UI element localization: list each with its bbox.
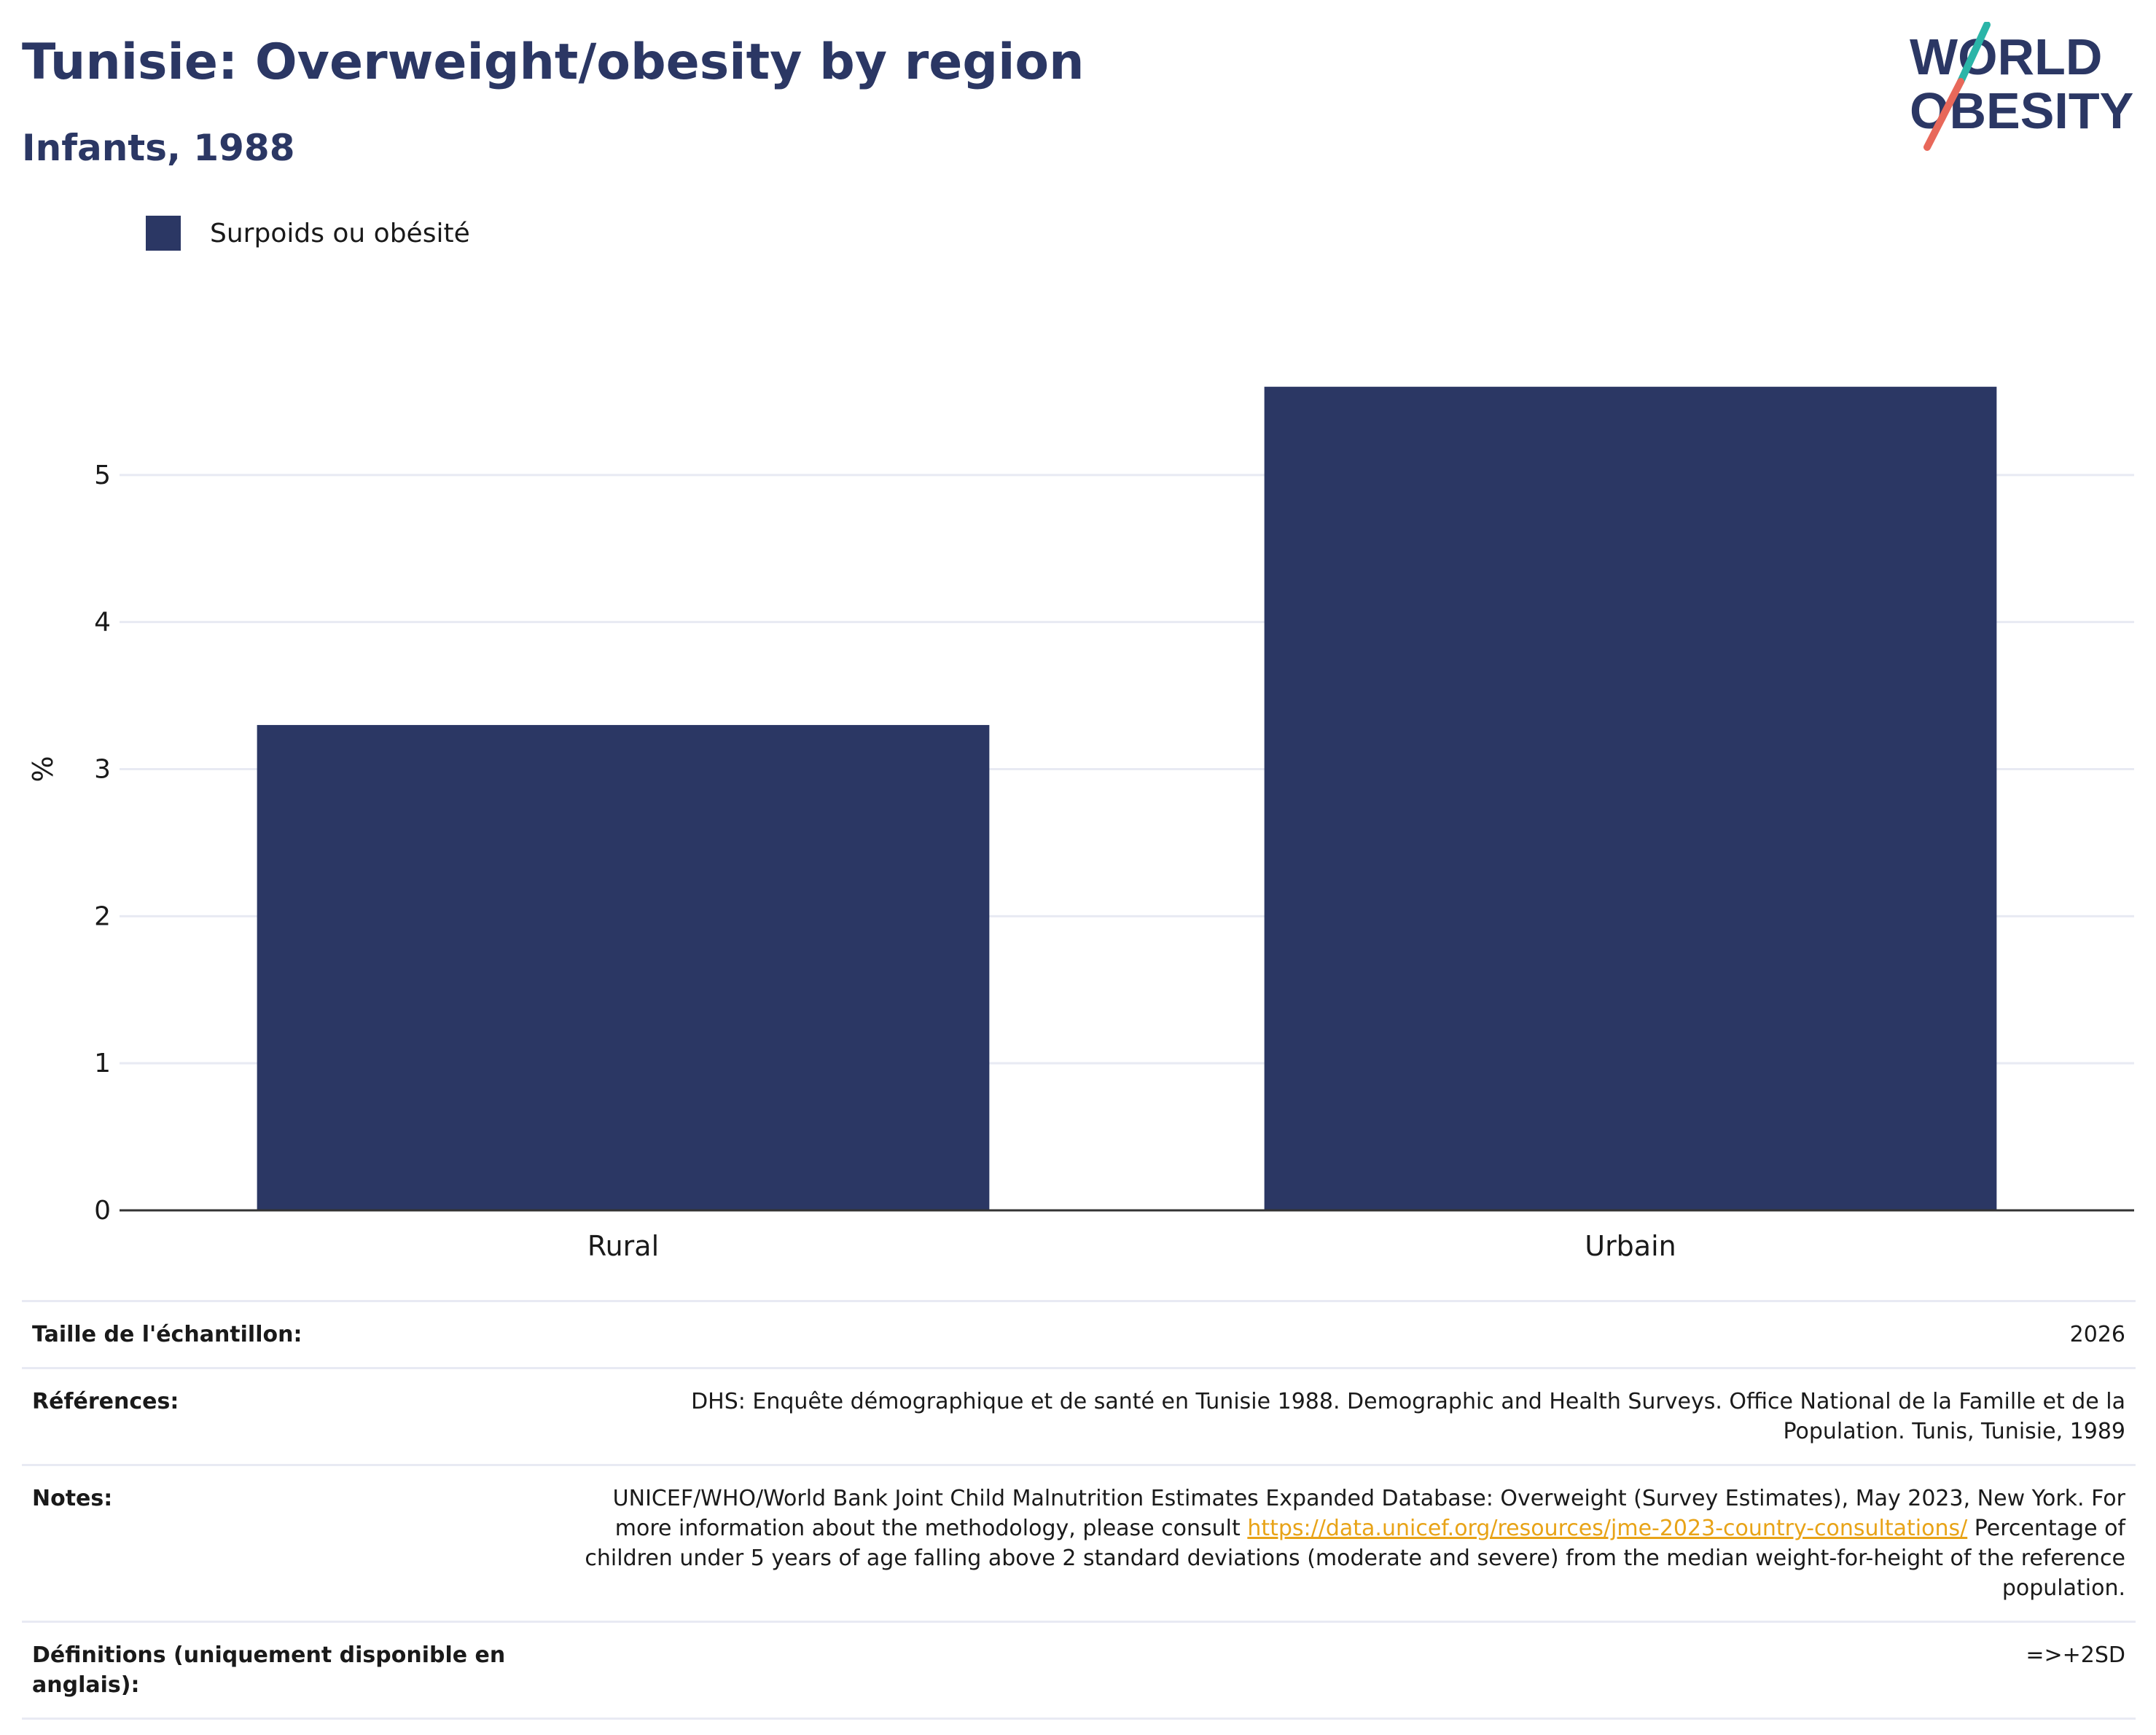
- legend-label: Surpoids ou obésité: [210, 218, 470, 248]
- notes-value: UNICEF/WHO/World Bank Joint Child Malnut…: [552, 1464, 2136, 1622]
- definitions-value: =>+2SD: [552, 1621, 2136, 1720]
- bar-rural: [257, 724, 990, 1210]
- y-tick-label: 2: [94, 901, 111, 931]
- notes-text-1: UNICEF/WHO/World Bank Joint Child Malnut…: [612, 1486, 2125, 1541]
- logo-slash-bottom: [1923, 78, 1964, 151]
- logo-line1: WORLD: [1910, 28, 2102, 85]
- sample-size-row: Taille de l'échantillon: 2026: [22, 1300, 2136, 1368]
- bar-urbain: [1264, 386, 1997, 1210]
- y-tick-label: 3: [94, 755, 111, 785]
- legend[interactable]: Surpoids ou obésité: [146, 216, 470, 251]
- bar-chart: 0 1 2 3 4 5% Rural Urbain: [27, 386, 2134, 1262]
- references-row: Références: DHS: Enquête démographique e…: [22, 1367, 2136, 1465]
- references-value: DHS: Enquête démographique et de santé e…: [552, 1367, 2136, 1465]
- references-label: Références:: [22, 1367, 552, 1465]
- notes-link[interactable]: https://data.unicef.org/resources/jme-20…: [1247, 1516, 1968, 1541]
- y-axis-label: %: [27, 756, 59, 782]
- world-obesity-logo: WORLD OBESITY: [1910, 22, 2133, 151]
- definitions-label: Définitions (uniquement disponible en an…: [22, 1621, 552, 1720]
- logo-slash-top: [1957, 22, 1991, 85]
- x-tick-label: Rural: [587, 1230, 659, 1262]
- y-tick-label: 5: [94, 461, 111, 490]
- sample-size-value: 2026: [552, 1300, 2136, 1368]
- notes-label: Notes:: [22, 1464, 552, 1622]
- legend-swatch: [146, 216, 181, 251]
- chart-title: Tunisie: Overweight/obesity by region: [22, 34, 1085, 91]
- notes-row: Notes: UNICEF/WHO/World Bank Joint Child…: [22, 1464, 2136, 1622]
- y-tick-label: 4: [94, 608, 111, 638]
- y-tick-label: 0: [94, 1196, 111, 1226]
- x-tick-label: Urbain: [1585, 1230, 1676, 1262]
- notes-text-2: Percentage of children under 5 years of …: [585, 1516, 2125, 1601]
- definitions-row: Définitions (uniquement disponible en an…: [22, 1621, 2136, 1720]
- chart-subtitle: Infants, 1988: [22, 127, 295, 169]
- y-tick-label: 1: [94, 1049, 111, 1078]
- sample-size-label: Taille de l'échantillon:: [22, 1300, 552, 1368]
- info-table: Taille de l'échantillon: 2026 Références…: [22, 1300, 2136, 1720]
